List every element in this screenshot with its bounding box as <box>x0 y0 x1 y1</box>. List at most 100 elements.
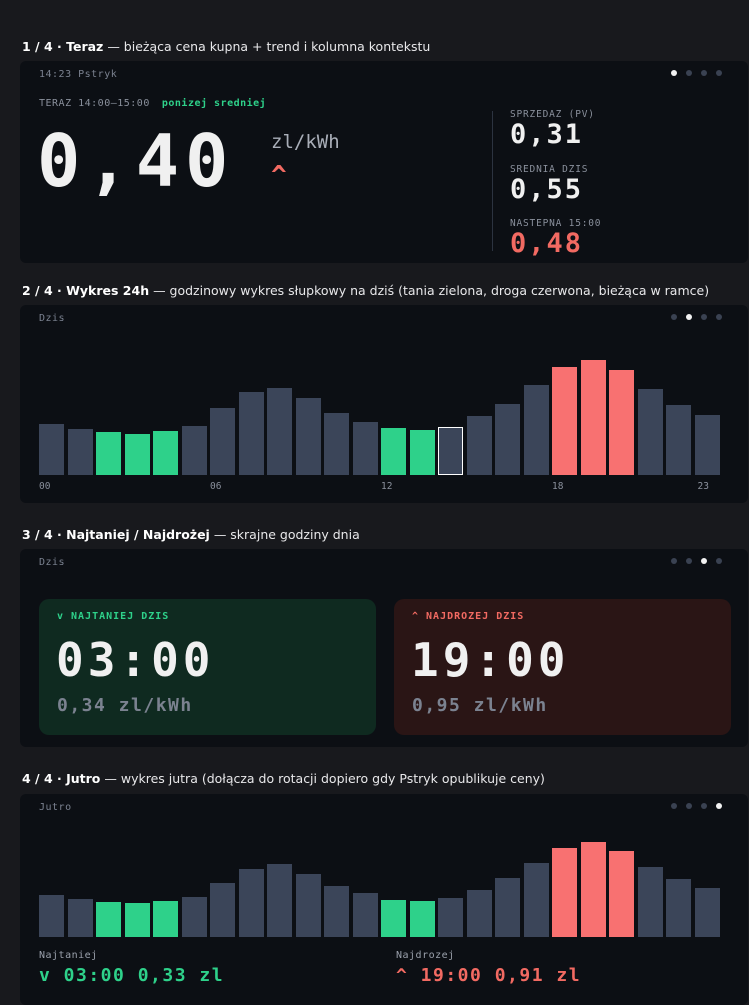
page-dot-4[interactable] <box>716 558 722 564</box>
bar-hour-19 <box>580 842 606 937</box>
tick-label-00: 00 <box>39 481 51 492</box>
bar-hour-01 <box>67 899 93 937</box>
page-dots <box>671 803 722 809</box>
page-dot-4[interactable] <box>716 70 722 76</box>
page-dot-1[interactable] <box>671 558 677 564</box>
section-title-chart-24h: 2 / 4 · Wykres 24h — godzinowy wykres sł… <box>22 283 710 298</box>
teraz-panel: 14:23 Pstryk TERAZ 14:00–15:00 ponizej sr… <box>20 61 748 263</box>
tick-label-06: 06 <box>210 481 222 492</box>
panel-header: 14:23 Pstryk <box>39 69 118 80</box>
priciest-price: 0,95 zl/kWh <box>412 695 548 716</box>
page-dot-1[interactable] <box>671 314 677 320</box>
bar-hour-09 <box>295 398 321 475</box>
bar-hour-23 <box>694 415 720 475</box>
section-title-extremes: 3 / 4 · Najtaniej / Najdrożej — skrajne … <box>22 527 360 542</box>
bar-hour-19 <box>580 360 606 475</box>
page-dot-2[interactable] <box>686 314 692 320</box>
page-dot-1[interactable] <box>671 803 677 809</box>
bar-hour-00 <box>39 424 64 475</box>
bar-hour-14 <box>438 427 463 475</box>
bar-hour-05 <box>181 426 207 475</box>
bar-hour-09 <box>295 874 321 937</box>
bar-hour-06 <box>210 883 235 937</box>
page-dot-3[interactable] <box>701 558 707 564</box>
bar-hour-18 <box>552 848 577 937</box>
page-dot-1[interactable] <box>671 70 677 76</box>
bar-hour-02 <box>96 902 121 937</box>
bar-hour-07 <box>238 392 264 475</box>
priciest-label: ^ NAJDROZEJ DZIS <box>412 611 525 622</box>
page-dot-3[interactable] <box>701 70 707 76</box>
context-average-price: SREDNIA DZIS 0,55 <box>510 164 589 205</box>
bar-hour-07 <box>238 869 264 937</box>
page-dot-3[interactable] <box>701 314 707 320</box>
bar-hour-00 <box>39 895 64 937</box>
bar-chart-tomorrow <box>39 842 720 937</box>
bar-hour-21 <box>637 389 663 475</box>
bar-hour-17 <box>523 863 549 937</box>
page-dots <box>671 314 722 320</box>
bar-hour-12 <box>381 428 406 475</box>
bar-hour-08 <box>267 864 292 937</box>
bar-hour-03 <box>124 434 150 475</box>
bar-hour-17 <box>523 385 549 475</box>
page-dots <box>671 70 722 76</box>
tomorrow-cheapest: Najtaniej v 03:00 0,33 zl <box>39 950 225 986</box>
bar-hour-10 <box>324 413 349 475</box>
page-dot-4[interactable] <box>716 803 722 809</box>
page-dot-3[interactable] <box>701 803 707 809</box>
panel-header: Dzis <box>39 313 66 324</box>
bar-hour-02 <box>96 432 121 475</box>
bar-hour-03 <box>124 903 150 937</box>
bar-hour-22 <box>666 405 691 475</box>
bar-hour-11 <box>352 893 378 937</box>
current-price: 0,40 <box>37 119 235 203</box>
context-sell-price: SPRZEDAZ (PV) 0,31 <box>510 109 595 150</box>
tomorrow-panel: Jutro Najtaniej v 03:00 0,33 zl Najdroze… <box>20 794 748 1005</box>
tick-label-12: 12 <box>381 481 393 492</box>
cheapest-time: 03:00 <box>56 633 215 687</box>
tick-label-18: 18 <box>552 481 564 492</box>
bar-hour-04 <box>153 431 178 475</box>
tomorrow-priciest: Najdrozej ^ 19:00 0,91 zl <box>396 950 582 986</box>
panel-header: Jutro <box>39 802 72 813</box>
cheapest-card: v NAJTANIEJ DZIS 03:00 0,34 zl/kWh <box>39 599 376 735</box>
page-dots <box>671 558 722 564</box>
bar-chart-today <box>39 360 720 475</box>
context-next-price: NASTEPNA 15:00 0,48 <box>510 218 602 259</box>
panel-header: Dzis <box>39 557 66 568</box>
page-dot-2[interactable] <box>686 558 692 564</box>
bar-hour-16 <box>495 878 520 937</box>
bar-hour-13 <box>409 901 435 937</box>
x-axis-ticks: 00 06 12 18 23 <box>39 481 729 495</box>
bar-hour-05 <box>181 897 207 937</box>
bar-hour-21 <box>637 867 663 937</box>
page-dot-4[interactable] <box>716 314 722 320</box>
bar-hour-13 <box>409 430 435 475</box>
price-unit: zl/kWh <box>271 131 340 153</box>
bar-hour-15 <box>466 416 492 475</box>
bar-hour-11 <box>352 422 378 475</box>
current-hour-label: TERAZ 14:00–15:00 ponizej sredniej <box>39 98 267 109</box>
cheapest-label: v NAJTANIEJ DZIS <box>57 611 170 622</box>
bar-hour-18 <box>552 367 577 475</box>
bar-hour-12 <box>381 900 406 937</box>
trend-up-icon: ^ <box>271 161 287 191</box>
section-title-teraz: 1 / 4 · Teraz — bieżąca cena kupna + tre… <box>22 39 431 54</box>
chart-24h-panel: Dzis 00 06 12 18 23 <box>20 305 748 503</box>
bar-hour-10 <box>324 886 349 937</box>
tick-label-23: 23 <box>697 481 709 492</box>
section-title-tomorrow: 4 / 4 · Jutro — wykres jutra (dołącza do… <box>22 771 545 786</box>
bar-hour-06 <box>210 408 235 475</box>
page-dot-2[interactable] <box>686 70 692 76</box>
page-dot-2[interactable] <box>686 803 692 809</box>
bar-hour-22 <box>666 879 691 937</box>
bar-hour-20 <box>609 370 634 475</box>
bar-hour-23 <box>694 888 720 937</box>
priciest-card: ^ NAJDROZEJ DZIS 19:00 0,95 zl/kWh <box>394 599 731 735</box>
bar-hour-16 <box>495 404 520 475</box>
bar-hour-14 <box>438 898 463 937</box>
bar-hour-08 <box>267 388 292 475</box>
bar-hour-04 <box>153 901 178 937</box>
extremes-panel: Dzis v NAJTANIEJ DZIS 03:00 0,34 zl/kWh … <box>20 549 748 747</box>
